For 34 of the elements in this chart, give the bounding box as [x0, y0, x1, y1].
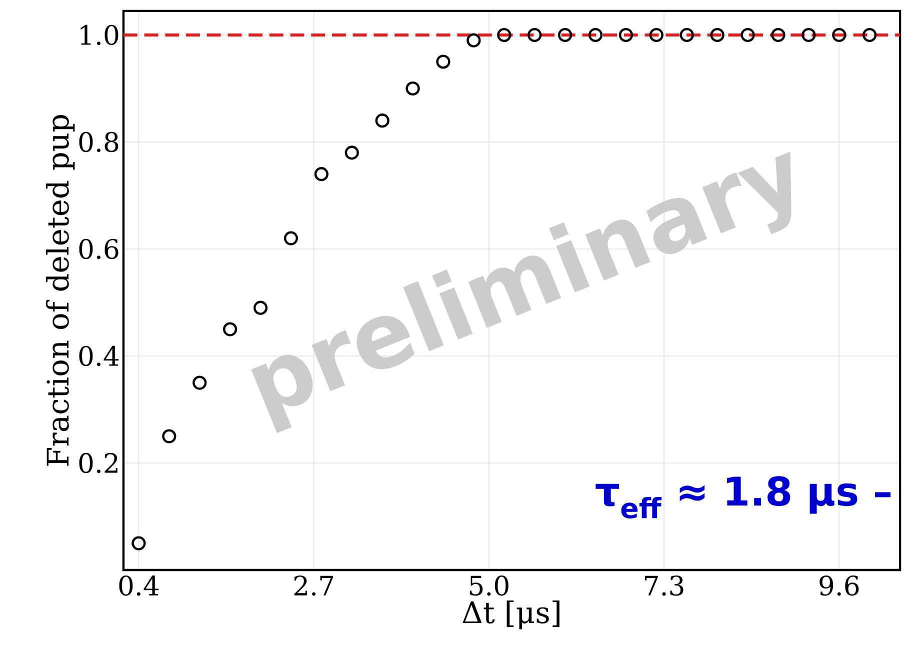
y-axis-title: Fraction of deleted pup — [46, 114, 75, 466]
x-tick-label: 0.4 — [119, 575, 159, 596]
x-tick-label: 5.0 — [470, 575, 508, 596]
x-axis-title: Δt [μs] — [462, 600, 560, 630]
point — [192, 376, 207, 390]
annotation: τ$_{eff}$ ≈ 1.8 μs – — [596, 476, 891, 518]
point — [223, 322, 238, 336]
point — [862, 28, 877, 42]
point — [832, 28, 846, 42]
point — [618, 28, 634, 42]
point — [680, 28, 694, 42]
x-tick-label: 7.3 — [645, 575, 684, 596]
y-tick-label: 0.6 — [79, 238, 118, 259]
point — [162, 429, 176, 444]
y-tick-label: 0.2 — [79, 452, 118, 473]
point — [406, 81, 420, 96]
point — [528, 28, 542, 42]
x-tick-label: 9.6 — [820, 575, 859, 596]
point — [649, 28, 664, 42]
x-tick-label: 2.7 — [294, 575, 334, 596]
point — [771, 28, 786, 42]
point — [375, 113, 390, 128]
point — [802, 28, 816, 42]
point — [558, 28, 572, 42]
point — [740, 28, 755, 42]
y-tick-label: 0.8 — [79, 132, 118, 152]
point — [436, 54, 450, 69]
point — [497, 28, 512, 42]
point — [710, 28, 724, 42]
point — [588, 28, 603, 42]
point — [132, 536, 146, 550]
y-tick-label: 0.4 — [79, 346, 119, 366]
y-tick-label: 1.0 — [80, 24, 118, 45]
point — [466, 33, 481, 48]
